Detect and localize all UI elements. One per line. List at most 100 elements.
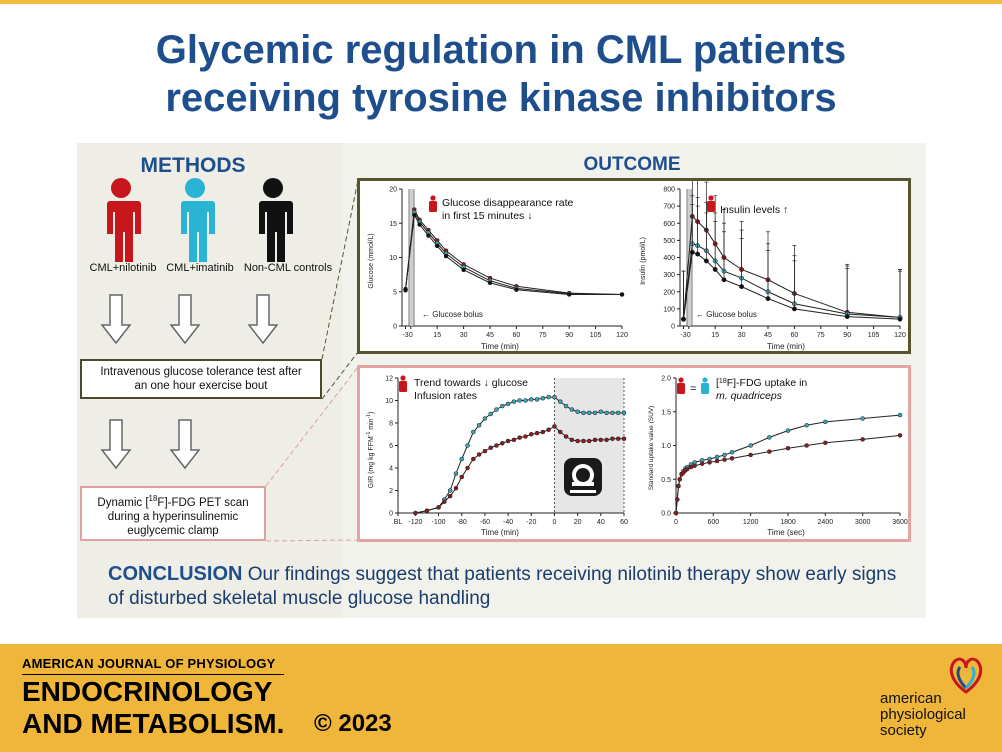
y-tick-label: 200 — [663, 289, 675, 296]
data-point-nilotinib — [453, 486, 459, 491]
data-point-control — [426, 233, 431, 238]
data-point-nilotinib — [729, 456, 735, 461]
x-tick-label: 600 — [707, 519, 719, 526]
data-point-nilotinib — [598, 437, 604, 443]
data-point-imatinib — [511, 399, 517, 404]
data-point-nilotinib — [610, 436, 615, 441]
data-point-control — [897, 316, 903, 322]
step2-line-3: euglycemic clamp — [127, 524, 219, 537]
data-point-nilotinib — [500, 441, 505, 446]
data-point-nilotinib — [442, 499, 447, 504]
nilotinib-person-icon — [429, 195, 437, 212]
y-tick-label: 0.5 — [661, 477, 671, 484]
data-point-nilotinib — [558, 429, 563, 435]
data-point-imatinib — [523, 398, 528, 403]
insulin-y-axis-label: Insulin (pmol/L) — [640, 237, 647, 285]
ivgtt-results-frame — [357, 178, 911, 354]
nilotinib-person-icon — [677, 377, 685, 394]
data-point-imatinib — [860, 416, 865, 421]
y-tick-label: 8 — [389, 421, 393, 428]
down-arrow-icon — [169, 294, 201, 345]
data-point-control — [689, 249, 695, 255]
down-arrow-icon — [247, 294, 279, 345]
bolus-band — [410, 189, 413, 326]
y-tick-label: 600 — [663, 221, 675, 228]
data-point-nilotinib — [494, 443, 499, 448]
data-point-nilotinib — [692, 463, 697, 468]
data-point-imatinib — [804, 423, 809, 428]
x-tick-label: BL — [394, 519, 403, 526]
data-point-imatinib — [563, 403, 569, 409]
journal-name-rule — [22, 674, 284, 675]
journal-name-line-2: ENDOCRINOLOGY — [22, 676, 273, 707]
gir-x-axis-label: Time (min) — [481, 528, 519, 537]
data-point-control — [412, 212, 417, 218]
data-point-nilotinib — [673, 510, 679, 516]
aps-logo-icon — [949, 657, 983, 694]
y-tick-label: 500 — [663, 238, 675, 245]
data-point-imatinib — [529, 397, 534, 402]
copyright: © 2023 — [314, 710, 392, 737]
data-point-nilotinib — [552, 424, 557, 429]
data-point-imatinib — [476, 423, 482, 428]
y-tick-label: 0 — [671, 324, 675, 331]
x-tick-label: 0 — [553, 519, 557, 526]
group-label-nilotinib: CML+nilotinib — [89, 262, 157, 274]
data-point-nilotinib — [575, 438, 580, 444]
y-tick-label: 20 — [389, 187, 397, 194]
data-point-imatinib — [569, 407, 575, 412]
x-tick-label: -100 — [432, 519, 446, 526]
data-point-imatinib — [453, 471, 459, 476]
down-arrow-icon — [100, 294, 132, 345]
conclusion-text: Our findings suggest that patients recei… — [108, 564, 897, 609]
x-tick-label: -60 — [480, 519, 490, 526]
y-tick-label: 100 — [663, 306, 675, 313]
x-tick-label: 90 — [843, 332, 851, 339]
data-point-nilotinib — [523, 434, 528, 439]
data-point-nilotinib — [563, 434, 569, 439]
conclusion-keyword: CONCLUSION — [108, 563, 243, 585]
gir-note-line-1: Trend towards ↓ glucose — [414, 377, 528, 389]
data-point-nilotinib — [699, 461, 705, 466]
x-tick-label: 2400 — [818, 519, 834, 526]
x-tick-label: -120 — [408, 519, 422, 526]
x-tick-label: 105 — [590, 332, 602, 339]
y-tick-label: 800 — [663, 187, 675, 194]
y-tick-label: 10 — [389, 255, 397, 262]
data-point-nilotinib — [677, 477, 682, 482]
y-tick-label: 0.0 — [661, 511, 671, 518]
y-tick-label: 10 — [385, 398, 393, 405]
data-point-imatinib — [558, 399, 563, 404]
data-point-control — [487, 280, 493, 286]
y-tick-label: 4 — [389, 466, 393, 473]
x-tick-label: 3000 — [855, 519, 871, 526]
y-tick-label: 700 — [663, 204, 675, 211]
x-tick-label: 75 — [817, 332, 825, 339]
group-icons — [104, 178, 293, 262]
x-tick-label: 120 — [616, 332, 628, 339]
person-icon-imatinib — [178, 178, 215, 262]
y-tick-label: 1.0 — [661, 443, 671, 450]
data-point-imatinib — [748, 443, 753, 448]
data-point-imatinib — [552, 394, 557, 400]
data-point-control — [844, 314, 850, 320]
page-title: Glycemic regulation in CML patients rece… — [0, 26, 1002, 122]
y-tick-label: 300 — [663, 272, 675, 279]
data-point-nilotinib — [459, 474, 464, 480]
person-icon-control — [256, 178, 293, 262]
group-label-imatinib: CML+imatinib — [166, 262, 234, 274]
x-tick-label: 20 — [574, 519, 582, 526]
fdg-note-line-1: [18F]-FDG uptake in — [716, 377, 807, 389]
data-point-nilotinib — [546, 427, 551, 432]
pet-scanner-icon — [564, 458, 602, 496]
x-tick-label: 105 — [868, 332, 880, 339]
x-tick-label: 1800 — [780, 519, 796, 526]
pet-scan-step-box: Dynamic [18F]-FDG PET scan during a hype… — [80, 486, 266, 541]
x-tick-label: 30 — [738, 332, 746, 339]
data-point-control — [765, 296, 771, 302]
data-point-nilotinib — [488, 445, 493, 450]
data-point-imatinib — [610, 410, 615, 416]
glucose-note-line-2: in first 15 minutes ↓ — [442, 210, 532, 222]
